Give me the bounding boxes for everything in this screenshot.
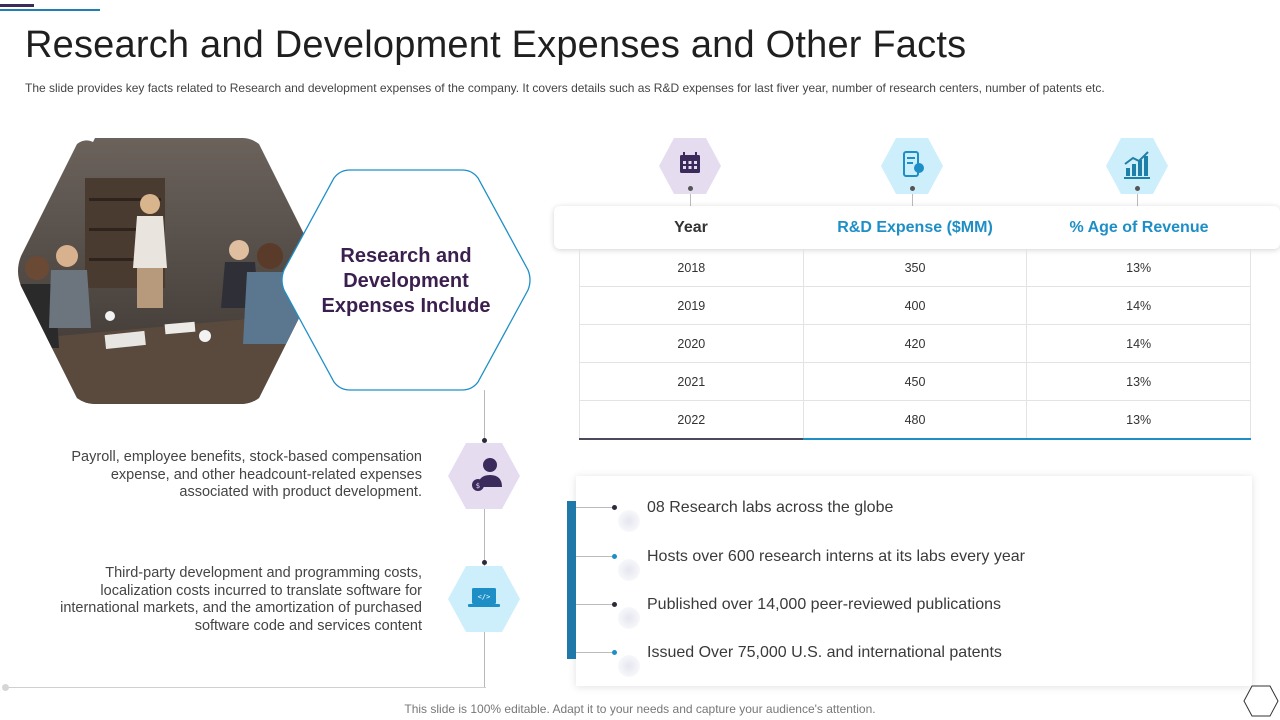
connector-line — [484, 390, 485, 688]
bullet-glow — [618, 559, 640, 581]
fact-item: 08 Research labs across the globe — [647, 499, 894, 516]
fact-item: Published over 14,000 peer-reviewed publ… — [647, 596, 1001, 613]
connector-line — [1137, 194, 1138, 206]
facts-panel — [576, 476, 1252, 686]
bullet-dot — [612, 554, 617, 559]
data-table: 2018 350 13% 2019 400 14% 2020 420 14% 2… — [579, 249, 1252, 439]
accent-line — [0, 9, 100, 11]
table-header: Year R&D Expense ($MM) % Age of Revenue — [554, 206, 1280, 249]
cell-revenue-pct: 14% — [1026, 287, 1252, 324]
heading-hexagon — [281, 169, 531, 391]
category-text-payroll: Payroll, employee benefits, stock-based … — [71, 449, 422, 500]
column-header-year: Year — [674, 219, 708, 236]
cell-year: 2018 — [579, 249, 803, 286]
mobile-expense-icon — [881, 138, 943, 194]
bullet-dot — [612, 650, 617, 655]
cell-expense: 400 — [802, 287, 1027, 324]
cell-expense: 450 — [802, 363, 1027, 400]
accent-line — [0, 4, 34, 7]
footer-note: This slide is 100% editable. Adapt it to… — [404, 702, 876, 716]
connector-line — [690, 194, 691, 206]
employee-payroll-icon: $ — [448, 443, 520, 509]
hexagon-outline-icon — [1243, 685, 1279, 717]
cell-expense: 480 — [802, 401, 1027, 438]
cell-year: 2022 — [579, 401, 803, 438]
calendar-icon — [659, 138, 721, 194]
connector-line — [912, 194, 913, 206]
bullet-glow — [618, 510, 640, 532]
cell-expense: 420 — [802, 325, 1027, 362]
cell-year: 2020 — [579, 325, 803, 362]
cell-year: 2019 — [579, 287, 803, 324]
connector-dot — [910, 186, 915, 191]
bullet-connector — [576, 652, 616, 653]
connector-dot — [482, 560, 487, 565]
connector-dot — [482, 438, 487, 443]
column-header-revenue-pct: % Age of Revenue — [1069, 219, 1209, 236]
table-underline — [579, 438, 803, 440]
column-header-expense: R&D Expense ($MM) — [837, 219, 993, 236]
connector-dot — [1135, 186, 1140, 191]
meeting-photo — [18, 138, 318, 404]
bullet-connector — [576, 556, 616, 557]
bullet-dot — [612, 505, 617, 510]
fact-item: Hosts over 600 research interns at its l… — [647, 548, 1025, 565]
table-row: 2018 350 13% — [579, 249, 1252, 287]
bullet-connector — [576, 507, 616, 508]
fact-item: Issued Over 75,000 U.S. and internationa… — [647, 644, 1002, 661]
facts-accent-bar — [567, 501, 576, 659]
cell-revenue-pct: 13% — [1026, 363, 1252, 400]
table-underline — [803, 438, 1251, 440]
bullet-glow — [618, 655, 640, 677]
connector-dot — [688, 186, 693, 191]
table-row: 2022 480 13% — [579, 401, 1252, 439]
svg-text:</>: </> — [478, 593, 491, 601]
cell-revenue-pct: 13% — [1026, 401, 1252, 438]
page-subtitle: The slide provides key facts related to … — [25, 81, 1105, 95]
svg-text:$: $ — [476, 482, 480, 490]
bullet-connector — [576, 604, 616, 605]
table-row: 2019 400 14% — [579, 287, 1252, 325]
cell-revenue-pct: 13% — [1026, 249, 1252, 286]
cell-year: 2021 — [579, 363, 803, 400]
laptop-code-icon: </> — [448, 566, 520, 632]
baseline-divider — [6, 687, 486, 688]
cell-expense: 350 — [802, 249, 1027, 286]
bullet-glow — [618, 607, 640, 629]
category-text-software: Third-party development and programming … — [60, 565, 422, 634]
baseline-dot — [2, 684, 9, 691]
bullet-dot — [612, 602, 617, 607]
growth-chart-icon — [1106, 138, 1168, 194]
table-row: 2020 420 14% — [579, 325, 1252, 363]
table-row: 2021 450 13% — [579, 363, 1252, 401]
section-heading: Research and Development Expenses Includ… — [321, 245, 491, 317]
page-title: Research and Development Expenses and Ot… — [25, 24, 967, 66]
cell-revenue-pct: 14% — [1026, 325, 1252, 362]
